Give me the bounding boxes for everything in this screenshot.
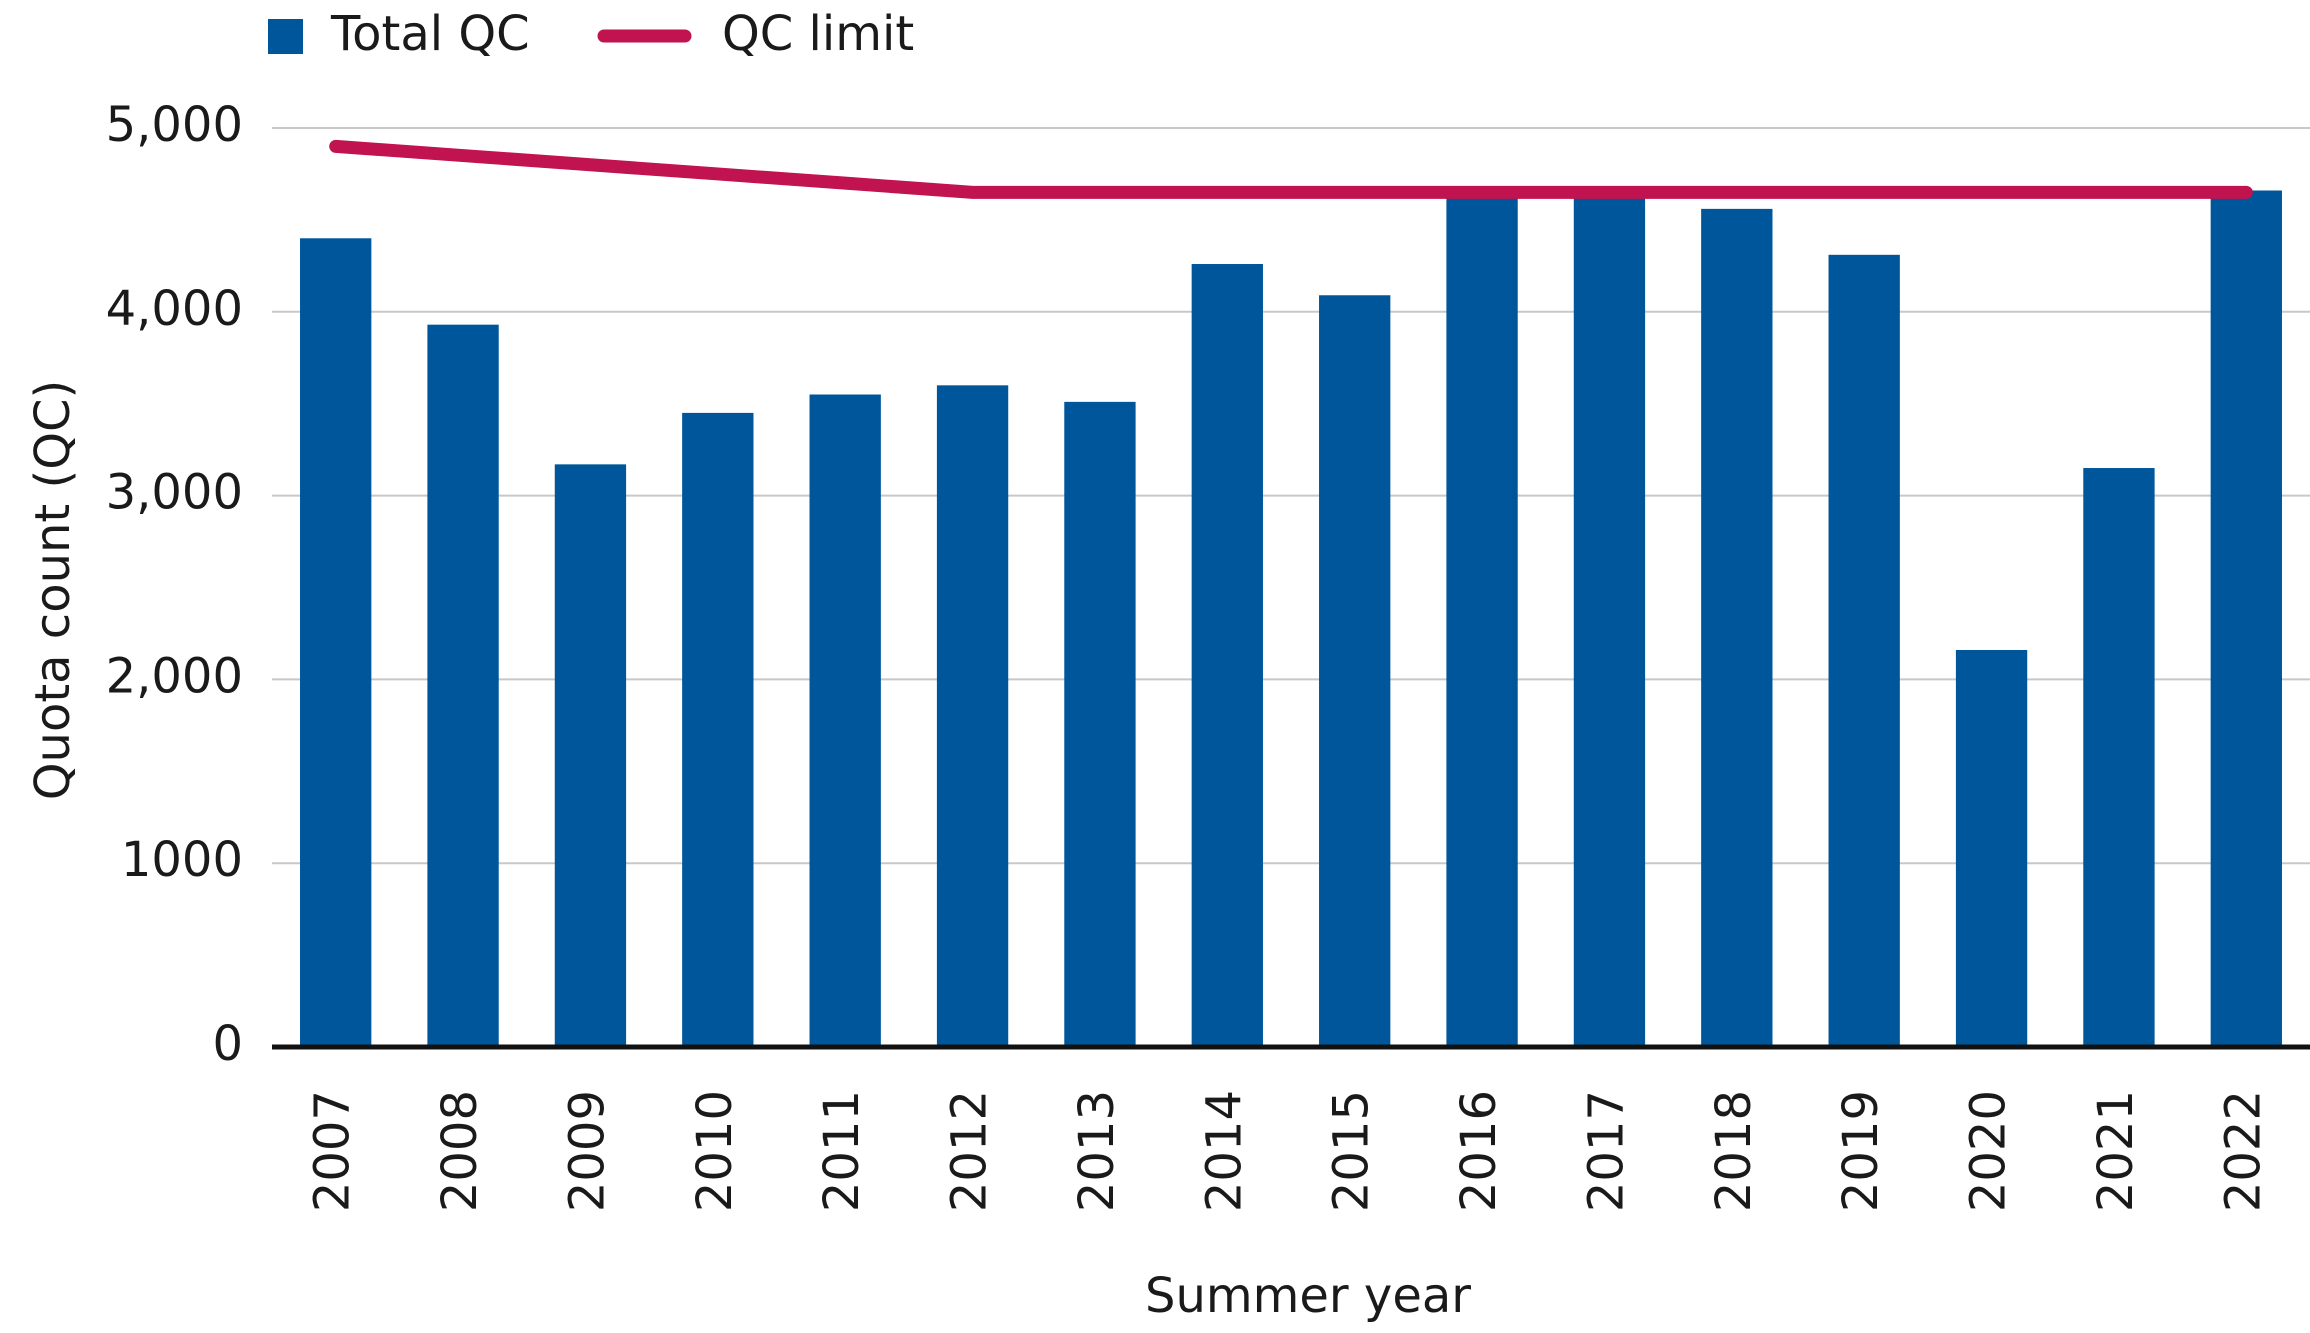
x-tick-label: 2019 [1833,1090,1889,1212]
legend-label: Total QC [330,6,530,62]
x-tick-label: 2021 [2088,1090,2144,1212]
x-tick-label: 2018 [1706,1090,1762,1212]
bar [1446,192,1518,1047]
bar [2083,468,2155,1047]
bar [1828,254,1900,1047]
x-tick-label: 2022 [2215,1090,2271,1212]
bar [2210,190,2282,1047]
x-tick-label: 2014 [1196,1090,1252,1212]
y-tick-label: 0 [212,1016,243,1072]
bar [1701,208,1773,1047]
x-tick-label: 2016 [1451,1090,1507,1212]
x-tick-label: 2013 [1069,1090,1125,1212]
x-tick-label: 2017 [1578,1090,1634,1212]
x-tick-label: 2008 [432,1090,488,1212]
bar [300,238,372,1047]
x-axis-title: Summer year [1145,1268,1471,1324]
x-tick-label: 2020 [1961,1090,2017,1212]
legend-swatch [268,19,303,54]
bar [936,385,1009,1047]
y-axis-title: Quota count (QC) [25,380,81,801]
x-tick-label: 2009 [559,1090,615,1212]
y-tick-label: 1000 [121,832,243,888]
bar [1955,649,2028,1047]
bar [809,394,881,1047]
x-tick-label: 2010 [687,1090,743,1212]
line [329,139,2253,199]
y-tick-label: 5,000 [106,97,243,153]
bar [554,464,627,1047]
bar [1319,295,1391,1047]
bar [427,324,499,1047]
bar [1064,401,1136,1047]
y-tick-label: 4,000 [106,281,243,337]
x-tick-label: 2015 [1324,1090,1380,1212]
y-tick-label: 2,000 [106,648,243,704]
legend-label: QC limit [722,6,914,62]
bar [1573,192,1646,1047]
x-tick-label: 2007 [305,1090,361,1212]
x-tick-label: 2011 [814,1090,870,1212]
bar [682,412,754,1047]
bar [1191,264,1263,1048]
x-tick-label: 2012 [942,1090,998,1212]
y-tick-label: 3,000 [106,465,243,521]
